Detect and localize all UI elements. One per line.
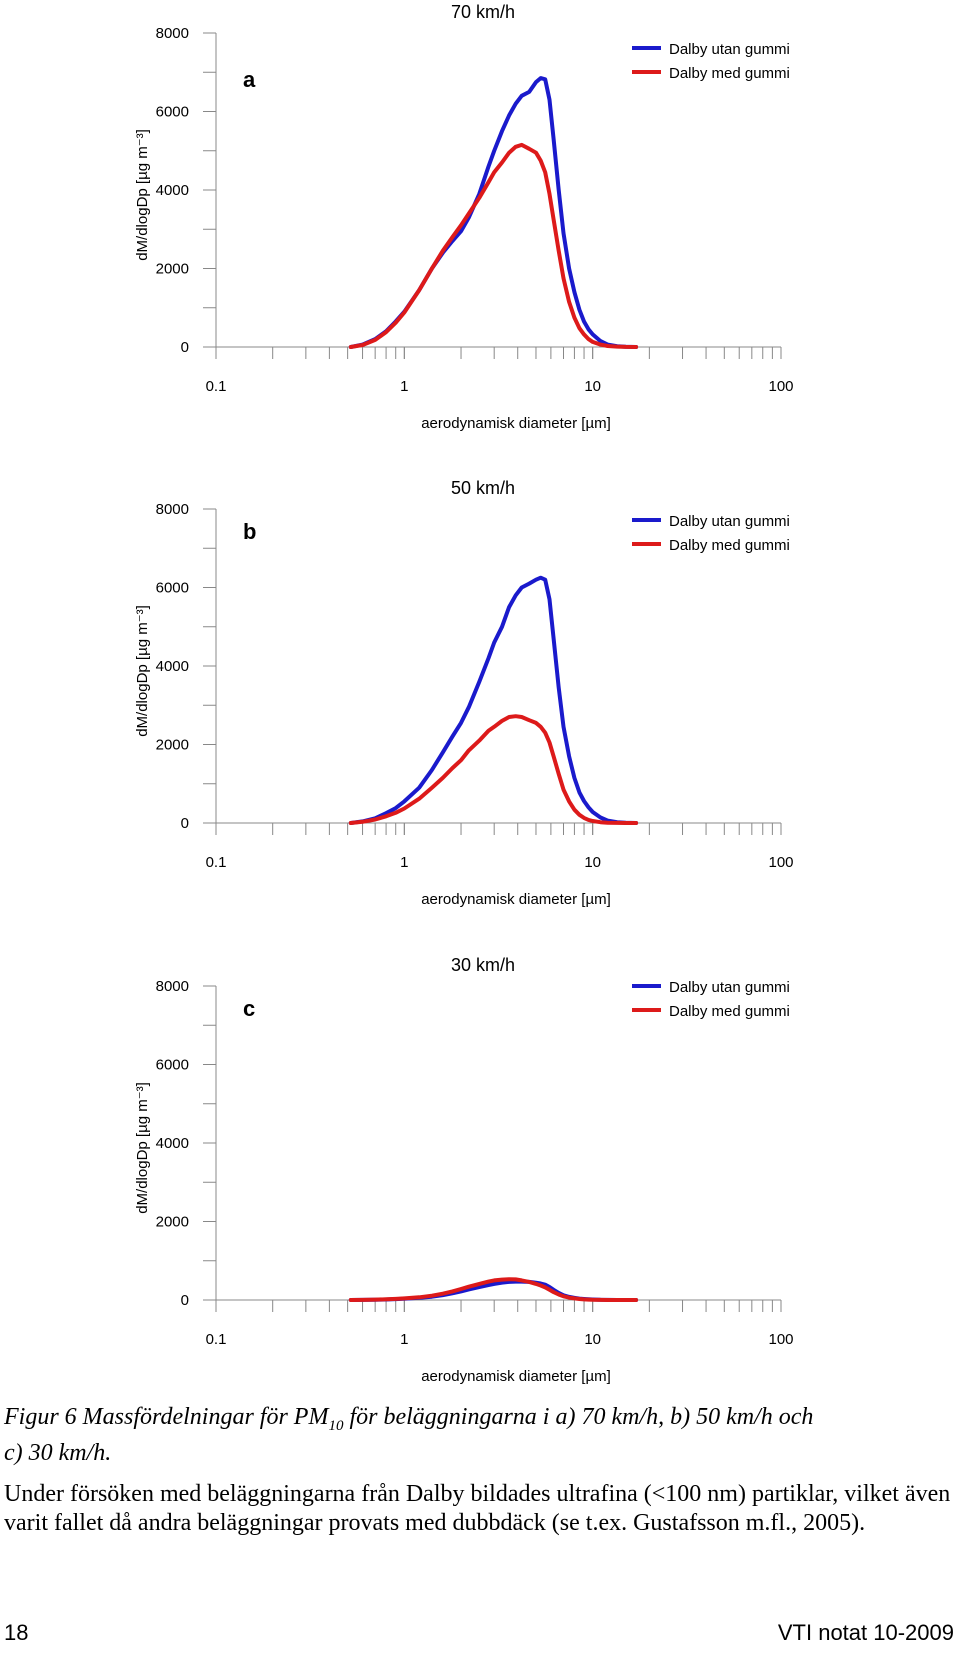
plot-lines (348, 76, 639, 349)
y-axis-label: dM/dlogDp [µg m⁻³] (134, 1082, 151, 1214)
legend-label-med: Dalby med gummi (669, 1003, 790, 1020)
legend: Dalby utan gummi Dalby med gummi (632, 513, 790, 554)
caption-line2: c) 30 km/h. (4, 1439, 112, 1466)
x-tick-label: 0.1 (206, 854, 227, 871)
series-line-dalby-med-gummi (348, 142, 639, 349)
legend-label-med: Dalby med gummi (669, 537, 790, 554)
panel-letter: c (243, 996, 255, 1021)
chart-title: 30 km/h (451, 955, 515, 975)
x-tick-label: 10 (584, 378, 601, 395)
panel-letter: b (243, 519, 256, 544)
y-tick-label: 2000 (156, 261, 189, 278)
chart-title: 70 km/h (451, 2, 515, 22)
x-tick-label: 1 (400, 1331, 408, 1348)
publication-label: VTI notat 10-2009 (777, 1620, 954, 1645)
y-tick-label: 8000 (156, 978, 189, 995)
caption-line1-end: för beläggningarna i a) 70 km/h, b) 50 k… (343, 1404, 814, 1430)
x-axis-label: aerodynamisk diameter [µm] (421, 415, 611, 432)
x-tick-label: 100 (768, 1331, 793, 1348)
chart-title: 50 km/h (451, 478, 515, 498)
x-axis: 0.1 1 10 100 (206, 346, 794, 395)
legend-label-med: Dalby med gummi (669, 65, 790, 82)
plot-lines (348, 1277, 639, 1302)
y-tick-label: 6000 (156, 1057, 189, 1074)
legend: Dalby utan gummi Dalby med gummi (632, 979, 790, 1020)
x-axis-label: aerodynamisk diameter [µm] (421, 891, 611, 908)
series-line-dalby-med-gummi (348, 1277, 639, 1302)
x-axis: 0.1 1 10 100 (206, 1299, 794, 1348)
legend-label-utan: Dalby utan gummi (669, 513, 790, 530)
legend: Dalby utan gummi Dalby med gummi (632, 41, 790, 82)
y-tick-label: 6000 (156, 104, 189, 121)
x-tick-label: 10 (584, 1331, 601, 1348)
y-axis-label: dM/dlogDp [µg m⁻³] (134, 605, 151, 737)
x-tick-label: 1 (400, 378, 408, 395)
y-tick-label: 4000 (156, 182, 189, 199)
x-tick-label: 0.1 (206, 1331, 227, 1348)
y-tick-label: 4000 (156, 1135, 189, 1152)
y-tick-label: 6000 (156, 580, 189, 597)
panel-letter: a (243, 67, 256, 92)
y-axis-label: dM/dlogDp [µg m⁻³] (134, 129, 151, 261)
y-axis: 0 2000 4000 6000 8000 (156, 978, 217, 1309)
y-tick-label: 2000 (156, 737, 189, 754)
y-tick-label: 4000 (156, 658, 189, 675)
y-tick-label: 0 (181, 1292, 189, 1309)
y-tick-label: 0 (181, 339, 189, 356)
plot-lines (348, 575, 639, 825)
x-tick-label: 10 (584, 854, 601, 871)
chart-panel-c: 0 2000 4000 6000 8000 0.1 1 10 100 30 km/h c dM… (134, 955, 794, 1385)
figure-caption: Figur 6 Massfördelningar för PM10 för be… (4, 1404, 944, 1467)
caption-subscript: 10 (328, 1417, 344, 1434)
caption-line1-start: Figur 6 Massfördelningar för PM (4, 1404, 329, 1430)
y-tick-label: 0 (181, 815, 189, 832)
chart-panel-b: 0 2000 4000 6000 8000 0.1 1 10 100 50 km/h b dM… (134, 478, 794, 908)
x-tick-label: 0.1 (206, 378, 227, 395)
series-line-dalby-med-gummi (348, 714, 639, 825)
body-paragraph: Under försöken med beläggningarna från D… (4, 1481, 951, 1536)
legend-label-utan: Dalby utan gummi (669, 979, 790, 996)
y-tick-label: 2000 (156, 1214, 189, 1231)
x-tick-label: 100 (768, 378, 793, 395)
y-tick-label: 8000 (156, 25, 189, 42)
x-tick-label: 100 (768, 854, 793, 871)
y-axis: 0 2000 4000 6000 8000 (156, 25, 217, 356)
x-tick-label: 1 (400, 854, 408, 871)
legend-label-utan: Dalby utan gummi (669, 41, 790, 58)
chart-panel-a: 0 2000 4000 6000 8000 0.1 1 10 100 70 km/h a dM… (134, 2, 794, 432)
series-line-dalby-utan-gummi (348, 575, 639, 825)
page-number: 18 (4, 1620, 29, 1645)
x-axis: 0.1 1 10 100 (206, 822, 794, 871)
y-axis: 0 2000 4000 6000 8000 (156, 501, 217, 832)
series-line-dalby-utan-gummi (348, 76, 639, 349)
x-axis-label: aerodynamisk diameter [µm] (421, 1368, 611, 1385)
y-tick-label: 8000 (156, 501, 189, 518)
